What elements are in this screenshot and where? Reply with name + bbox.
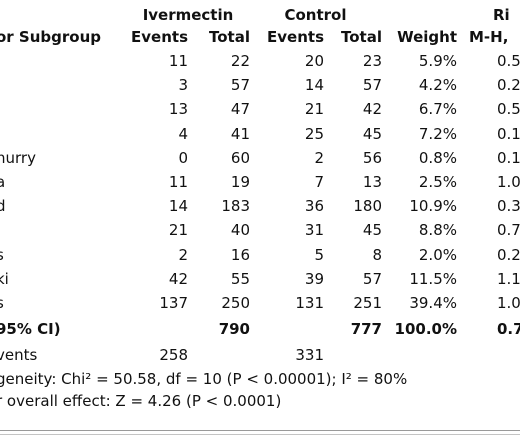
treatment-total-cell: 183 (221, 197, 250, 215)
total-label: 95% CI) (0, 320, 61, 338)
treatment-total-cell: 60 (230, 149, 250, 167)
total-control-events: 331 (295, 346, 324, 364)
study-name-cell: s (0, 245, 4, 265)
weight-cell: 7.2% (418, 125, 457, 143)
study-name-cell: hurry (0, 149, 36, 167)
risk-ratio-cell: 0.1 (497, 125, 520, 143)
weight-cell: 6.7% (418, 100, 457, 118)
treatment-events-cell: 21 (168, 221, 188, 239)
treatment-events-cell: 0 (178, 149, 188, 167)
bottom-rule-lower (0, 434, 520, 435)
treatment-events-cell: 4 (178, 125, 188, 143)
risk-ratio-group-header: Ri (493, 6, 510, 24)
control-total-cell: 8 (372, 246, 382, 264)
treatment-events-cell: 13 (168, 100, 188, 118)
control-total-header: Total (341, 28, 382, 46)
risk-ratio-method-header: M-H, (469, 28, 509, 46)
weight-header: Weight (397, 28, 457, 46)
risk-ratio-cell: 0.5 (497, 100, 520, 118)
risk-ratio-cell: 1.0 (497, 173, 520, 191)
risk-ratio-cell: 0.2 (497, 246, 520, 264)
risk-ratio-cell: 0.3 (497, 197, 520, 215)
control-total-cell: 180 (353, 197, 382, 215)
control-total-cell: 13 (362, 173, 382, 191)
risk-ratio-cell: 0.2 (497, 76, 520, 94)
weight-cell: 0.8% (418, 149, 457, 167)
control-events-cell: 7 (314, 173, 324, 191)
treatment-events-cell: 14 (168, 197, 188, 215)
treatment-total-cell: 41 (230, 125, 250, 143)
treatment-events-cell: 11 (168, 173, 188, 191)
study-name-cell: a (0, 173, 6, 191)
total-control-total: 777 (350, 320, 382, 338)
weight-cell: 39.4% (409, 294, 457, 312)
control-events-cell: 20 (304, 52, 324, 70)
risk-ratio-cell: 1.1 (497, 270, 520, 288)
control-total-cell: 45 (362, 125, 382, 143)
treatment-total-cell: 19 (230, 173, 250, 191)
control-total-cell: 57 (362, 76, 382, 94)
control-events-cell: 14 (304, 76, 324, 94)
control-events-cell: 25 (304, 125, 324, 143)
control-total-cell: 45 (362, 221, 382, 239)
study-column-header: or Subgroup (0, 28, 101, 46)
total-weight: 100.0% (394, 320, 457, 338)
risk-ratio-cell: 0.5 (497, 52, 520, 70)
risk-ratio-cell: 0.1 (497, 149, 520, 167)
heterogeneity-test: geneity: Chi² = 50.58, df = 10 (P < 0.00… (0, 370, 408, 388)
treatment-events-cell: 11 (168, 52, 188, 70)
control-events-cell: 36 (304, 197, 324, 215)
weight-cell: 11.5% (409, 270, 457, 288)
study-name-cell: s (0, 293, 4, 313)
control-total-cell: 56 (362, 149, 382, 167)
control-total-cell: 23 (362, 52, 382, 70)
treatment-total-cell: 250 (221, 294, 250, 312)
weight-cell: 4.2% (418, 76, 457, 94)
control-events-cell: 21 (304, 100, 324, 118)
treatment-group-header: Ivermectin (142, 6, 234, 24)
risk-ratio-cell: 0.7 (497, 221, 520, 239)
control-total-cell: 42 (362, 100, 382, 118)
overall-effect-test: r overall effect: Z = 4.26 (P < 0.0001) (0, 392, 282, 410)
treatment-total-cell: 57 (230, 76, 250, 94)
treatment-events-cell: 2 (178, 246, 188, 264)
study-name-cell: d (0, 197, 6, 215)
study-name-cell: ki (0, 270, 9, 288)
treatment-total-cell: 40 (230, 221, 250, 239)
weight-cell: 2.0% (418, 246, 457, 264)
bottom-rule-upper (0, 430, 520, 431)
control-events-header: Events (267, 28, 324, 46)
treatment-total-header: Total (209, 28, 250, 46)
control-events-cell: 39 (304, 270, 324, 288)
treatment-total-cell: 22 (230, 52, 250, 70)
treatment-events-cell: 137 (159, 294, 188, 312)
total-risk-ratio: 0.7 (497, 320, 520, 338)
control-events-cell: 2 (314, 149, 324, 167)
weight-cell: 2.5% (418, 173, 457, 191)
treatment-events-header: Events (131, 28, 188, 46)
control-group-header: Control (284, 6, 347, 24)
total-events-label: vents (0, 346, 38, 364)
treatment-events-cell: 3 (178, 76, 188, 94)
weight-cell: 8.8% (418, 221, 457, 239)
weight-cell: 5.9% (418, 52, 457, 70)
control-events-cell: 31 (304, 221, 324, 239)
control-total-cell: 251 (353, 294, 382, 312)
treatment-total-cell: 16 (230, 246, 250, 264)
treatment-events-cell: 42 (168, 270, 188, 288)
total-treatment-events: 258 (159, 346, 188, 364)
weight-cell: 10.9% (409, 197, 457, 215)
risk-ratio-cell: 1.0 (497, 294, 520, 312)
treatment-total-cell: 55 (230, 270, 250, 288)
control-events-cell: 131 (295, 294, 324, 312)
control-events-cell: 5 (314, 246, 324, 264)
total-treatment-total: 790 (218, 320, 250, 338)
control-total-cell: 57 (362, 270, 382, 288)
treatment-total-cell: 47 (230, 100, 250, 118)
